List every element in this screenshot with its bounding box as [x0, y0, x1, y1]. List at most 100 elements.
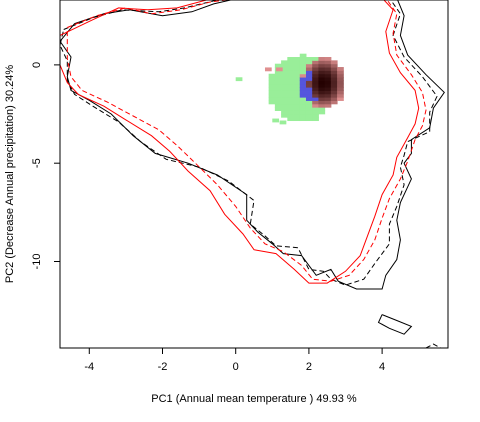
- density-cell: [305, 97, 313, 101]
- density-cell: [318, 103, 326, 108]
- niche-contours: [60, 0, 445, 348]
- density-cell: [299, 103, 307, 108]
- density-cell: [330, 77, 338, 81]
- density-cell: [305, 57, 313, 61]
- density-cell: [293, 80, 301, 85]
- density-cell: [324, 60, 332, 65]
- x-tick-label: 4: [379, 361, 385, 373]
- density-cell: [274, 77, 282, 81]
- density-cell: [299, 100, 307, 105]
- density-cell: [268, 77, 276, 81]
- density-cell: [268, 73, 276, 78]
- density-cell: [281, 97, 288, 101]
- density-cell: [299, 77, 307, 81]
- density-cell: [305, 77, 313, 81]
- density-cell: [337, 93, 344, 98]
- density-cell: [312, 87, 319, 91]
- density-cell: [324, 80, 332, 85]
- density-cell: [281, 63, 288, 68]
- density-cell: [293, 93, 301, 98]
- density-cell: [293, 63, 301, 68]
- density-cell: [312, 70, 319, 75]
- density-cell: [299, 60, 307, 65]
- density-cell: [293, 90, 301, 95]
- density-cell: [312, 60, 319, 65]
- density-cell: [299, 57, 307, 61]
- density-cell: [293, 87, 301, 91]
- density-cell: [312, 57, 319, 61]
- density-cell: [287, 70, 295, 75]
- x-tick-label: 0: [233, 361, 239, 373]
- y-tick-label: 0: [31, 62, 43, 68]
- density-cell: [312, 107, 319, 111]
- density-cell: [281, 90, 288, 95]
- density-cell: [299, 93, 307, 98]
- density-cell: [279, 120, 287, 125]
- density-cell: [293, 103, 301, 108]
- density-cell: [318, 80, 326, 85]
- density-cell: [305, 117, 313, 122]
- density-cell: [318, 73, 326, 78]
- density-raster: [235, 53, 344, 125]
- density-cell: [287, 110, 295, 115]
- density-cell: [293, 70, 301, 75]
- density-cell: [274, 63, 282, 68]
- y-tick-label: -5: [31, 158, 43, 168]
- density-cell: [274, 93, 282, 98]
- density-cell: [330, 60, 338, 65]
- density-cell: [287, 80, 295, 85]
- contour-line-3: [60, 0, 420, 284]
- density-cell: [305, 90, 313, 95]
- density-cell: [268, 80, 276, 85]
- density-cell: [318, 110, 326, 115]
- density-cell: [305, 80, 313, 85]
- density-cell: [330, 87, 338, 91]
- density-cell: [312, 83, 319, 88]
- density-cell: [312, 110, 319, 115]
- density-cell: [337, 73, 344, 78]
- density-cell: [318, 100, 326, 105]
- density-cell: [312, 93, 319, 98]
- density-cell: [318, 97, 326, 101]
- density-cell: [274, 100, 282, 105]
- density-cell: [287, 77, 295, 81]
- density-cell: [281, 103, 288, 108]
- density-cell: [293, 67, 301, 71]
- density-cell: [330, 80, 338, 85]
- density-cell: [318, 63, 326, 68]
- density-cell: [299, 83, 307, 88]
- density-cell: [312, 100, 319, 105]
- density-cell: [305, 93, 313, 98]
- density-cell: [287, 57, 295, 61]
- density-cell: [281, 77, 288, 81]
- density-cell: [305, 67, 313, 71]
- density-cell: [235, 77, 243, 82]
- density-cell: [312, 73, 319, 78]
- density-cell: [268, 87, 276, 91]
- density-cell: [305, 87, 313, 91]
- density-cell: [281, 67, 288, 71]
- density-cell: [274, 107, 282, 111]
- density-cell: [324, 77, 332, 81]
- density-cell: [337, 97, 344, 101]
- density-cell: [318, 90, 326, 95]
- x-tick-label: -2: [158, 361, 168, 373]
- density-cell: [312, 63, 319, 68]
- x-axis: -4 -2 0 2 4: [84, 348, 385, 373]
- density-cell: [287, 67, 295, 71]
- density-cell: [281, 83, 288, 88]
- density-cell: [281, 100, 288, 105]
- density-cell: [281, 113, 288, 118]
- density-cell: [305, 70, 313, 75]
- density-cell: [281, 93, 288, 98]
- density-cell: [324, 93, 332, 98]
- density-cell: [293, 107, 301, 111]
- density-cell: [287, 100, 295, 105]
- density-cell: [287, 107, 295, 111]
- density-cell: [324, 103, 332, 108]
- density-cell: [305, 103, 313, 108]
- density-cell: [337, 70, 344, 75]
- density-cell: [330, 97, 338, 101]
- density-cell: [274, 73, 282, 78]
